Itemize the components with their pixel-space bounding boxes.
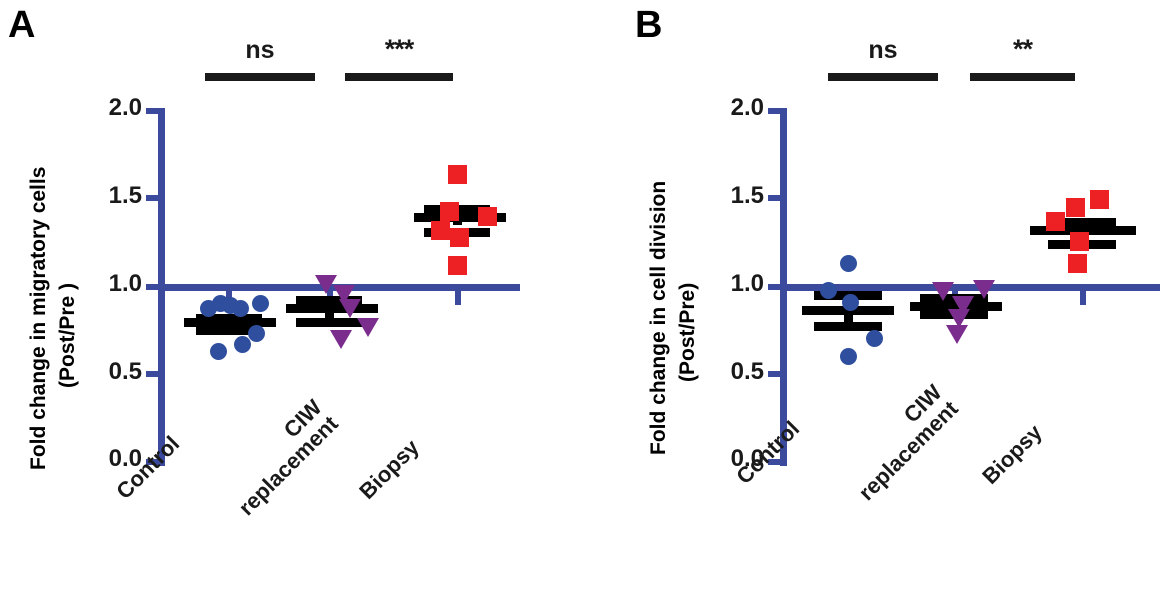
significance-bar-stars-b — [970, 73, 1075, 81]
mean-bar-biopsy-a — [414, 213, 506, 222]
y-tick-1.5-b — [768, 195, 782, 201]
data-point — [948, 309, 970, 328]
x-tick-biopsy-b — [1080, 291, 1086, 305]
data-point — [1046, 212, 1065, 231]
y-tick-label-0.5-a: 0.5 — [108, 358, 142, 385]
data-point — [315, 275, 337, 294]
y-tick-label-1.5-b: 1.5 — [730, 182, 764, 209]
y-tick-1.0-a — [146, 284, 160, 290]
panel-letter-a: A — [8, 4, 36, 46]
y-tick-0.5-b — [768, 371, 782, 377]
x-label-biopsy-b: Biopsy — [977, 419, 1047, 489]
data-point — [248, 325, 265, 342]
data-point — [946, 325, 968, 344]
data-point — [232, 300, 249, 317]
significance-label-ns-a: ns — [245, 36, 275, 64]
y-tick-label-1.5-a: 1.5 — [108, 182, 142, 209]
significance-label-ns-b: ns — [868, 36, 898, 64]
y-tick-1.5-a — [146, 195, 160, 201]
data-point — [450, 228, 469, 247]
data-point — [210, 343, 227, 360]
mean-bar-control-a — [184, 318, 276, 327]
data-point — [330, 330, 352, 349]
data-point — [448, 165, 467, 184]
panel-b: B Fold change in cell division (Post/Pre… — [580, 0, 1160, 616]
data-point — [840, 348, 857, 365]
y-tick-label-0.0-a: 0.0 — [108, 445, 142, 472]
plot-area-b: 2.0 1.5 1.0 0.5 0.0 Control CIW replaceme… — [580, 0, 1160, 616]
significance-bar-stars-a — [345, 73, 453, 81]
data-point — [866, 330, 883, 347]
data-point — [1066, 198, 1085, 217]
data-point — [932, 282, 954, 301]
x-tick-biopsy-a — [455, 291, 461, 305]
y-tick-2.0-b — [768, 108, 782, 114]
y-tick-0.0-b — [768, 459, 782, 465]
significance-label-stars-a: *** — [384, 34, 415, 64]
data-point — [357, 318, 379, 337]
y-tick-label-0.5-b: 0.5 — [730, 358, 764, 385]
data-point — [431, 221, 450, 240]
y-tick-label-2.0-b: 2.0 — [730, 94, 764, 121]
data-point — [1068, 254, 1087, 273]
error-cap-lower-control-b — [814, 322, 882, 331]
data-point — [973, 280, 995, 299]
data-point — [234, 336, 251, 353]
error-cap-lower-ciw-a — [296, 318, 362, 327]
y-tick-label-1.0-a: 1.0 — [108, 270, 142, 297]
error-cap-upper-biopsy-b — [1048, 218, 1116, 227]
data-point — [840, 255, 857, 272]
mean-bar-biopsy-b — [1030, 226, 1136, 235]
mean-bar-ciw-a — [286, 304, 378, 313]
error-cap-lower-control-a — [196, 326, 262, 335]
data-point — [842, 294, 859, 311]
significance-bar-ns-a — [205, 73, 315, 81]
error-cap-upper-ciw-a — [296, 296, 362, 305]
data-point — [252, 295, 269, 312]
data-point — [478, 207, 497, 226]
data-point — [339, 299, 361, 318]
y-tick-label-0.0-b: 0.0 — [730, 445, 764, 472]
y-tick-2.0-a — [146, 108, 160, 114]
x-label-ciw-a: CIW replacement — [218, 395, 343, 521]
reference-line-b — [780, 284, 1160, 291]
x-label-biopsy-a: Biopsy — [354, 434, 424, 504]
y-tick-1.0-b — [768, 284, 782, 290]
data-point — [448, 256, 467, 275]
data-point — [1090, 190, 1109, 209]
panel-letter-b: B — [635, 4, 663, 46]
plot-area-a: 2.0 1.5 1.0 0.5 0.0 Control CIW replaceme… — [108, 94, 520, 521]
x-label-ciw-b: CIW replacement — [838, 380, 963, 506]
data-point — [1070, 232, 1089, 251]
y-tick-0.5-a — [146, 371, 160, 377]
y-tick-label-2.0-a: 2.0 — [108, 94, 142, 121]
data-point — [820, 282, 837, 299]
data-point — [440, 202, 459, 221]
panel-a: A Fold change in migratory cells (Post/P… — [8, 4, 520, 521]
significance-bar-ns-b — [828, 73, 938, 81]
y-tick-label-1.0-b: 1.0 — [730, 270, 764, 297]
significance-label-stars-b: ** — [1012, 34, 1033, 64]
y-tick-0.0-a — [146, 459, 160, 465]
